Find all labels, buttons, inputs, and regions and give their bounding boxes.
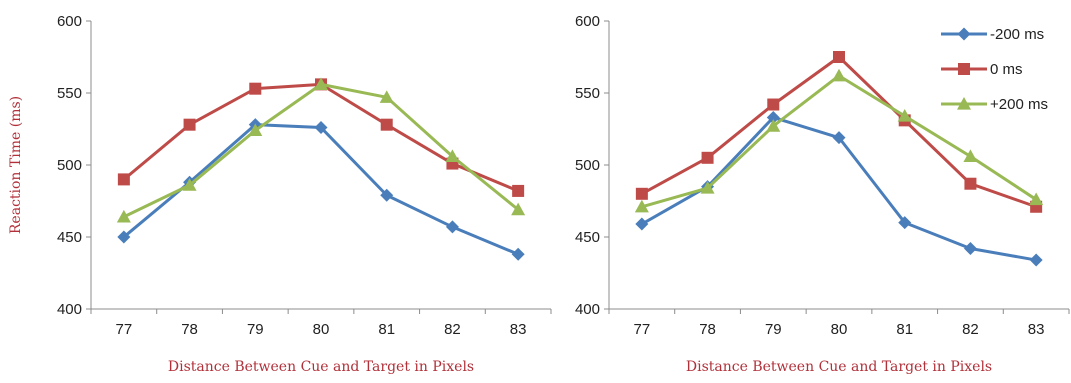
data-point xyxy=(512,184,525,197)
data-point xyxy=(635,217,649,231)
y-tick-label: 450 xyxy=(575,229,600,246)
data-point xyxy=(249,82,262,95)
x-tick-label: 81 xyxy=(896,321,913,338)
legend-swatch-marker xyxy=(957,27,971,41)
x-tick-label: 77 xyxy=(634,321,651,338)
y-tick-label: 600 xyxy=(575,13,600,30)
data-point xyxy=(379,90,394,103)
data-point xyxy=(117,173,130,186)
data-point xyxy=(314,121,328,135)
legend-swatch-marker xyxy=(957,97,971,110)
y-tick-label: 550 xyxy=(575,85,600,102)
data-point xyxy=(248,123,263,137)
x-tick-label: 79 xyxy=(247,321,264,338)
x-tick-label: 79 xyxy=(765,321,782,338)
series-1 xyxy=(117,78,525,197)
data-point xyxy=(445,149,460,162)
y-tick-label: 500 xyxy=(575,157,600,174)
y-axis-title: Reaction Time (ms) xyxy=(8,96,24,234)
x-tick-label: 77 xyxy=(116,321,133,338)
series-line xyxy=(122,82,519,193)
data-point xyxy=(1029,253,1043,267)
legend-label: 0 ms xyxy=(990,61,1023,78)
data-point xyxy=(182,178,197,191)
data-point xyxy=(897,109,912,122)
data-point xyxy=(511,247,525,261)
data-point xyxy=(183,118,196,131)
y-tick-label: 550 xyxy=(57,85,82,102)
x-tick-label: 82 xyxy=(962,321,979,338)
series-2 xyxy=(634,68,1044,213)
x-axis-title: Distance Between Cue and Target in Pixel… xyxy=(686,359,992,375)
chart-panel-2: 400 450 500 550 600 77 78 79 80 81 82 83 Distance Be… xyxy=(575,13,1070,375)
data-point xyxy=(964,177,977,190)
data-point xyxy=(634,199,649,213)
legend: -200 ms 0 ms +200 ms xyxy=(941,26,1048,113)
y-tick-label: 600 xyxy=(57,13,82,30)
y-tick-label: 450 xyxy=(57,229,82,246)
x-tick-label: 80 xyxy=(831,321,848,338)
data-point xyxy=(898,216,912,230)
series-2 xyxy=(116,77,526,223)
data-point xyxy=(117,230,131,244)
y-tick-label: 500 xyxy=(57,157,82,174)
legend-label: -200 ms xyxy=(990,26,1044,43)
data-point xyxy=(766,110,780,124)
legend-swatch-marker xyxy=(958,63,970,75)
x-axis-title: Distance Between Cue and Target in Pixel… xyxy=(168,359,474,375)
data-point xyxy=(833,51,845,63)
data-point xyxy=(635,187,648,200)
legend-item: 0 ms xyxy=(941,61,1023,78)
x-tick-label: 83 xyxy=(1028,321,1045,338)
legend-item: +200 ms xyxy=(941,96,1048,113)
x-tick-label: 80 xyxy=(313,321,330,338)
y-tick-label: 400 xyxy=(575,301,600,318)
data-point xyxy=(445,220,459,234)
y-tick-label: 400 xyxy=(57,301,82,318)
data-point xyxy=(511,202,526,216)
legend-label: +200 ms xyxy=(990,96,1048,113)
data-point xyxy=(832,68,846,82)
x-tick-label: 82 xyxy=(444,321,461,338)
data-point xyxy=(766,119,781,132)
legend-item: -200 ms xyxy=(941,26,1044,43)
x-tick-label: 78 xyxy=(699,321,716,338)
data-point xyxy=(380,188,394,202)
x-tick-label: 78 xyxy=(181,321,198,338)
data-point xyxy=(1029,192,1044,206)
data-point xyxy=(701,151,714,164)
series-line xyxy=(123,82,520,219)
data-point xyxy=(116,209,131,223)
x-tick-label: 83 xyxy=(510,321,527,338)
data-point xyxy=(832,131,846,145)
x-tick-label: 81 xyxy=(378,321,395,338)
data-point xyxy=(963,149,978,162)
data-point xyxy=(700,181,715,194)
data-point xyxy=(380,118,393,131)
data-point xyxy=(767,98,780,111)
data-point xyxy=(314,77,328,90)
data-point xyxy=(963,242,977,256)
chart-panel-1: 400 450 500 550 600 77 78 79 80 81 82 83 Distance Be… xyxy=(8,13,552,375)
